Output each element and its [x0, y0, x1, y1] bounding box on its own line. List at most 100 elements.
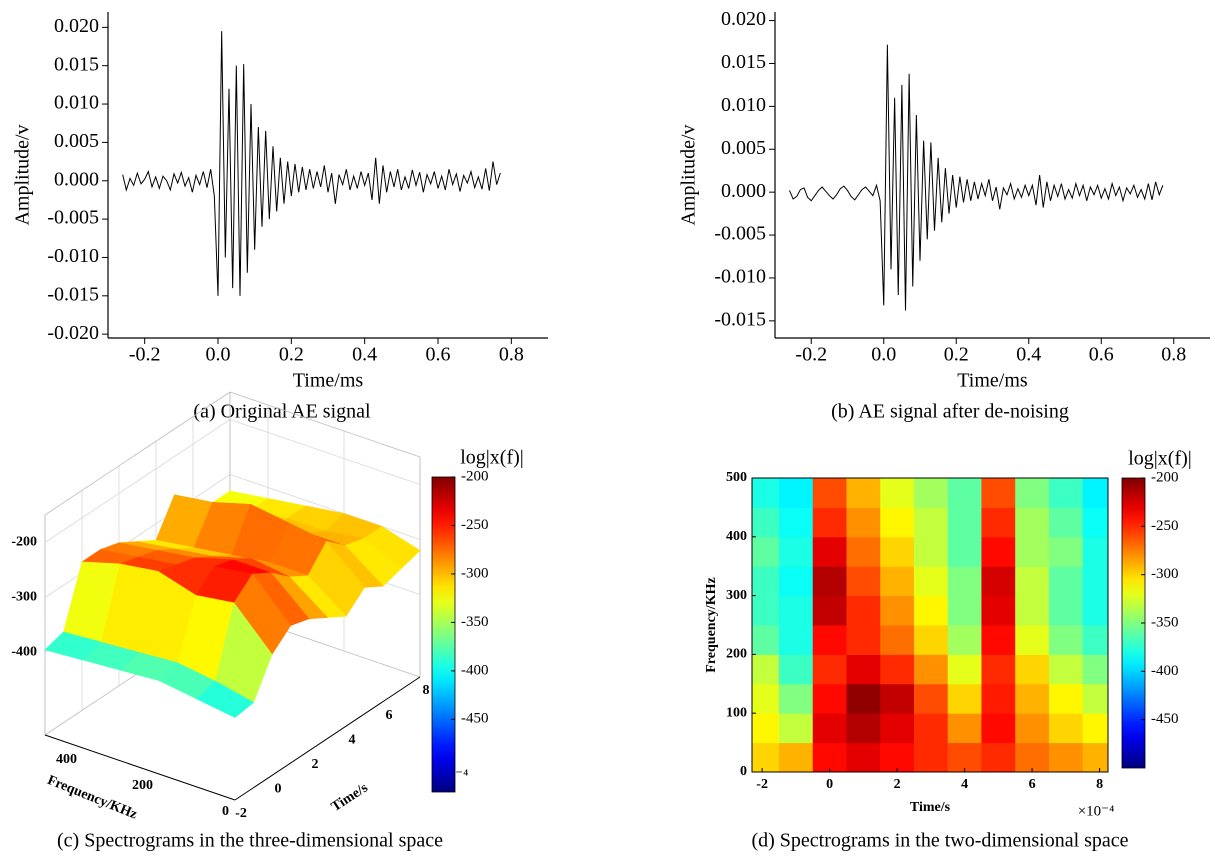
- grid-line: [44, 419, 231, 543]
- y-tick-label: 0.010: [721, 94, 766, 116]
- y-tick-label: 0.015: [54, 53, 99, 75]
- heatmap-cell: [1015, 683, 1050, 714]
- caption: (d) Spectrograms in the two-dimensional …: [751, 830, 1128, 852]
- heatmap-cell: [880, 654, 915, 685]
- heatmap-cell: [778, 713, 814, 744]
- heatmap-cell: [981, 595, 1016, 626]
- x-tick-label: 0.4: [1016, 344, 1041, 366]
- heatmap-cell: [1082, 654, 1108, 685]
- colorbar-tick-label: -400: [1151, 663, 1179, 679]
- heatmap-cell: [1082, 536, 1108, 567]
- heatmap-cell: [913, 595, 949, 626]
- heatmap-cell: [752, 507, 780, 538]
- x-tick-label: 0: [826, 777, 833, 792]
- colorbar-tick-label: -450: [1151, 711, 1179, 727]
- x-tick-label: 6: [1029, 777, 1036, 792]
- heatmap-cell: [752, 713, 780, 744]
- heatmap-cell: [812, 507, 847, 538]
- colorbar-tick-label: -450: [461, 711, 489, 727]
- heatmap-cell: [981, 683, 1016, 714]
- heatmap-cell: [778, 507, 814, 538]
- heatmap-cell: [981, 713, 1016, 744]
- heatmap-cell: [880, 683, 915, 714]
- x-tick-label: -0.2: [129, 344, 161, 366]
- heatmap-cell: [913, 507, 949, 538]
- box-edge: [229, 391, 421, 458]
- heatmap-cell: [947, 478, 982, 508]
- x-tick-label: 2: [894, 777, 901, 792]
- x-tick-label: 0.6: [1089, 344, 1114, 366]
- heatmap-cell: [947, 683, 982, 714]
- heatmap-cell: [1082, 625, 1108, 655]
- x-tick-label: 6: [386, 708, 393, 723]
- heatmap-cell: [1048, 566, 1084, 597]
- heatmap-cell: [812, 478, 847, 508]
- heatmap-cell: [880, 742, 915, 772]
- grid-line: [44, 474, 231, 598]
- colorbar: [431, 476, 456, 793]
- heatmap-cell: [947, 654, 982, 685]
- y-tick-label: 400: [726, 529, 747, 544]
- heatmap-cell: [880, 507, 915, 538]
- y-tick-label: 0.000: [721, 180, 766, 202]
- x-tick-label: 0.2: [279, 344, 304, 366]
- y-tick-label: 200: [726, 647, 747, 662]
- heatmap-cell: [752, 625, 780, 655]
- x-tick-label: 0.6: [426, 344, 451, 366]
- heatmap-cell: [752, 742, 780, 772]
- heatmap-cell: [846, 595, 881, 626]
- heatmap-cell: [1048, 507, 1084, 538]
- heatmap-cell: [846, 683, 881, 714]
- heatmap-cell: [981, 566, 1016, 597]
- y-tick-label: 200: [132, 778, 153, 793]
- x-tick-label: -2: [235, 806, 247, 821]
- x-tick-label: 0: [275, 782, 282, 797]
- heatmap-cell: [812, 654, 847, 685]
- grid-line: [229, 419, 421, 485]
- colorbar-tick-label: -350: [1151, 614, 1179, 630]
- heatmap-cell: [1082, 595, 1108, 626]
- heatmap-cell: [1048, 625, 1084, 655]
- heatmap-cell: [778, 683, 814, 714]
- colorbar-tick-label: -350: [461, 614, 489, 630]
- caption: (c) Spectrograms in the three-dimensiona…: [57, 830, 443, 852]
- x-axis-label: Time/s: [910, 800, 951, 815]
- heatmap-cell: [752, 683, 780, 714]
- x-tick-label: 0.4: [352, 344, 377, 366]
- caption: (a) Original AE signal: [193, 401, 371, 423]
- axis-multiplier: ×10⁻⁴: [1078, 803, 1115, 819]
- z-tick-label: -200: [11, 535, 37, 550]
- heatmap-cell: [913, 625, 949, 655]
- heatmap-cell: [1015, 566, 1050, 597]
- surface-patch: [196, 680, 255, 718]
- heatmap-cell: [880, 478, 915, 508]
- heatmap-cell: [947, 742, 982, 772]
- y-tick-label: 0.020: [721, 8, 766, 30]
- heatmap-cell: [778, 478, 814, 508]
- heatmap-cell: [846, 536, 881, 567]
- heatmap-cell: [752, 536, 780, 567]
- heatmap-cell: [947, 507, 982, 538]
- colorbar-label: log|x(f)|: [1128, 448, 1192, 470]
- heatmap-cell: [981, 742, 1016, 772]
- heatmap-cell: [913, 566, 949, 597]
- grid-line: [229, 474, 421, 540]
- heatmap-cell: [752, 478, 780, 508]
- heatmap-cell: [1015, 742, 1050, 772]
- colorbar-tick-label: -300: [1151, 566, 1179, 582]
- heatmap-cell: [1015, 654, 1050, 685]
- heatmap-cell: [778, 566, 814, 597]
- heatmap-cell: [778, 536, 814, 567]
- heatmap-cell: [812, 566, 847, 597]
- x-tick-label: 0.8: [499, 344, 524, 366]
- heatmap-cell: [1048, 713, 1084, 744]
- heatmap-cell: [880, 536, 915, 567]
- heatmap-cell: [981, 507, 1016, 538]
- heatmap-cell: [947, 536, 982, 567]
- heatmap-cell: [913, 478, 949, 508]
- heatmap-cell: [947, 713, 982, 744]
- y-tick-label: -0.005: [47, 207, 99, 229]
- x-tick-label: 0.8: [1161, 344, 1186, 366]
- heatmap-cell: [752, 654, 780, 685]
